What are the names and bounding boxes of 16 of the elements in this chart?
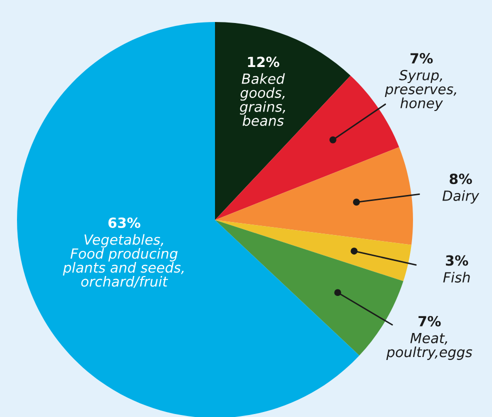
pie-slice xyxy=(215,22,351,220)
data-label: 3% xyxy=(446,255,468,266)
pie-slice xyxy=(215,147,413,245)
slice-label: Fish xyxy=(443,272,470,283)
slice-label: Meat, poultry,eggs xyxy=(386,332,472,360)
slice-label: Baked goods, grains, beans xyxy=(240,73,286,126)
pie-slice xyxy=(215,220,412,282)
data-label: 7% xyxy=(418,316,441,326)
data-label: 63% xyxy=(108,217,140,228)
slice-label: Syrup, preserves, honey xyxy=(384,70,456,111)
slice-label: Dairy xyxy=(442,190,480,204)
data-label: 8% xyxy=(450,174,472,184)
pie-slice xyxy=(17,22,360,417)
data-label: 12% xyxy=(248,56,280,68)
slice-label: Vegetables, Food producing plants and seeds, orchard/fruit xyxy=(62,234,184,288)
data-label: 7% xyxy=(410,53,433,64)
